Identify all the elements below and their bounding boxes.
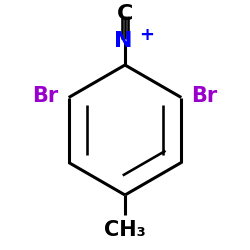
Text: Br: Br (191, 86, 218, 106)
Text: +: + (139, 26, 154, 44)
Text: Br: Br (32, 86, 59, 106)
Text: C: C (117, 4, 133, 24)
Text: CH₃: CH₃ (104, 220, 146, 240)
Text: N: N (114, 31, 133, 51)
